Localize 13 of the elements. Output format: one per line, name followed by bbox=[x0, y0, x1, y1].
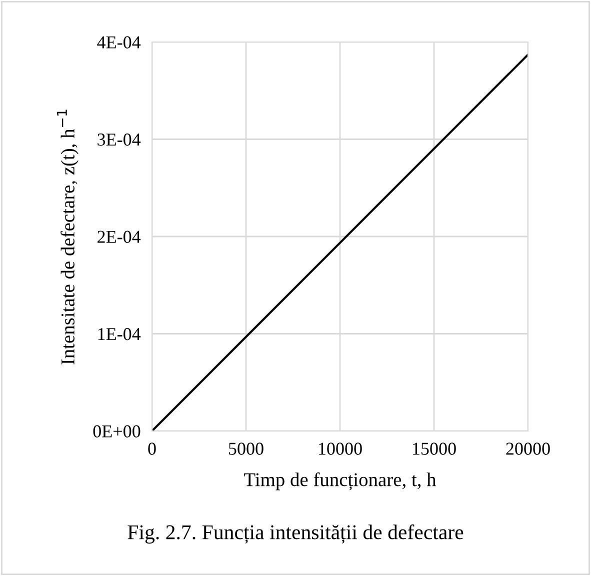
x-tick-label: 10000 bbox=[319, 442, 362, 455]
y-axis-title: Intensitate de defectare, z(t), h$^{−1}$ bbox=[56, 110, 78, 364]
x-axis-title: Timp de funcționare, t, h bbox=[244, 472, 436, 490]
y-tick-label: 4E-04 bbox=[97, 36, 141, 48]
y-tick-label: 1E-04 bbox=[98, 328, 141, 340]
x-tick-label: 5000 bbox=[228, 442, 264, 455]
text: Fig. 2.7. Funcția intensității de defectare bbox=[128, 524, 464, 544]
y-tick-label: 0E+00 bbox=[93, 425, 140, 438]
x-tick-label: 20000 bbox=[506, 442, 550, 455]
x-tick-label: 15000 bbox=[413, 442, 456, 455]
y-tick-label: 3E-04 bbox=[98, 134, 141, 146]
x-tick-label: 0 bbox=[148, 442, 156, 455]
y-tick-label: 2E-04 bbox=[98, 230, 141, 243]
